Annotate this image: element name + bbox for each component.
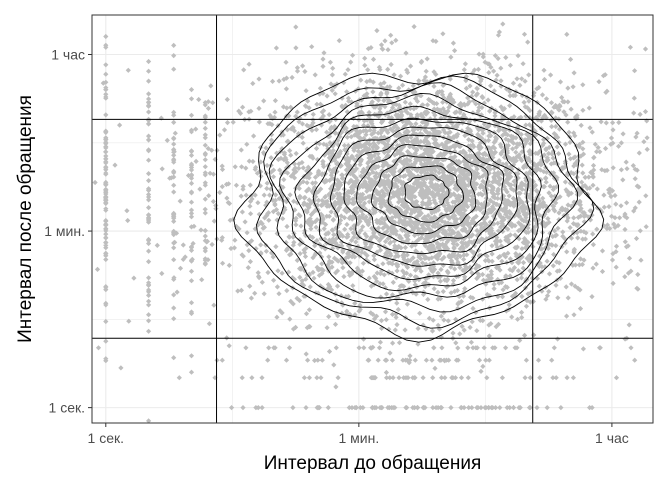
density-contour: [387, 165, 464, 223]
y-tick-label: 1 час: [51, 47, 85, 63]
x-tick-label: 1 сек.: [88, 430, 124, 446]
density-contours: [233, 72, 605, 343]
y-tick-label: 1 сек.: [49, 400, 85, 416]
density-contour: [268, 82, 578, 313]
y-axis: 1 сек. 1 мин. 1 час: [44, 47, 92, 416]
density-contour: [371, 155, 477, 235]
reference-lines: [92, 15, 653, 423]
density-contour: [256, 75, 595, 329]
density-contour: [312, 117, 531, 280]
y-axis-title: Интервал после обращения: [15, 95, 36, 343]
scatter-points: [92, 21, 650, 424]
x-tick-label: 1 мин.: [338, 430, 379, 446]
density-contour: [233, 72, 605, 343]
scatter-point-cloud: [92, 21, 650, 424]
panel-border: [91, 14, 654, 424]
density-contour: [294, 105, 542, 292]
density-contour: [343, 134, 505, 255]
x-axis-title: Интервал до обращения: [264, 453, 481, 474]
y-tick-label: 1 мин.: [44, 223, 85, 239]
density-contour: [330, 126, 519, 267]
density-contour: [404, 174, 450, 210]
x-axis: 1 сек. 1 мин. 1 час: [88, 423, 629, 446]
x-tick-label: 1 час: [595, 430, 629, 446]
density-contour: [279, 92, 560, 299]
density-contour: [356, 144, 489, 245]
